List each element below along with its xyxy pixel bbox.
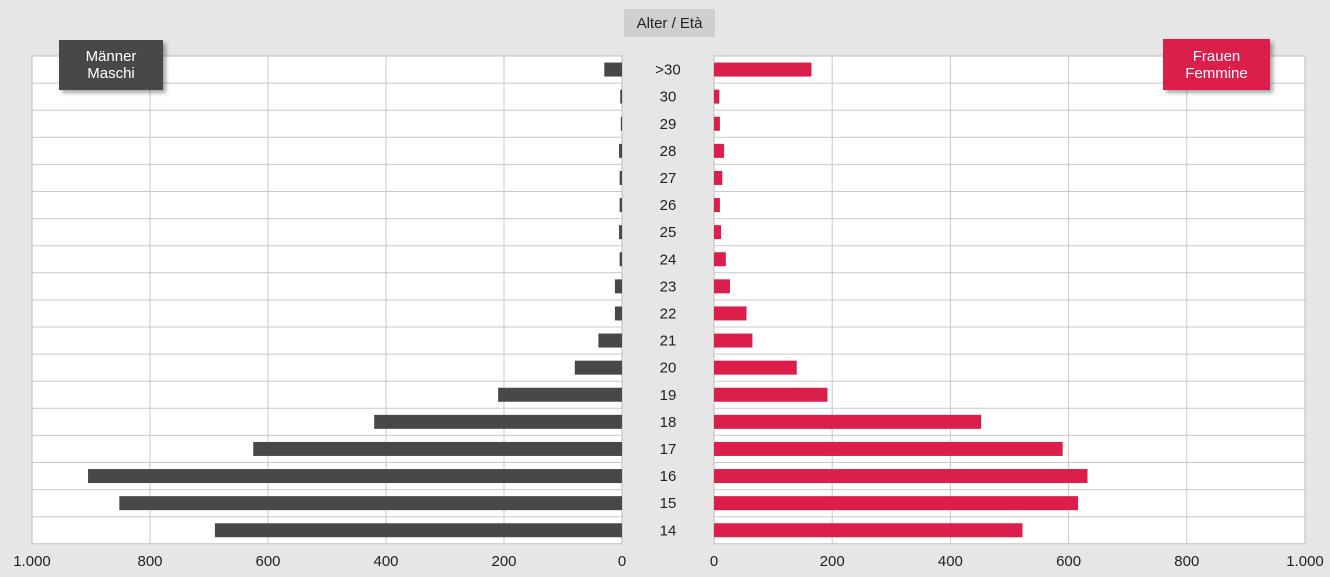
bar-men [498, 387, 622, 402]
age-label: 29 [660, 116, 677, 133]
bar-men [253, 441, 622, 456]
x-tick-label: 400 [373, 553, 398, 570]
age-label: 16 [660, 468, 677, 485]
x-tick-label: 1.000 [13, 553, 51, 570]
x-tick-label: 0 [618, 553, 626, 570]
bar-women [714, 62, 812, 77]
legend-women-label-de: Frauen [1192, 47, 1241, 65]
chart-title: Alter / Età [624, 9, 715, 37]
bar-men [619, 198, 622, 213]
bar-women [714, 170, 723, 185]
age-label: 22 [660, 305, 677, 322]
x-tick-label: 200 [820, 553, 845, 570]
age-label: 21 [660, 333, 677, 350]
age-label: 17 [660, 441, 677, 458]
x-tick-label: 600 [255, 553, 280, 570]
x-tick-labels: 1.000 800 600 400 200 0 0 200 400 600 800 1.000 [13, 553, 1324, 570]
right-grid [713, 55, 1306, 545]
legend-men: Männer Maschi [59, 40, 163, 90]
bar-men [119, 496, 622, 511]
bar-men [620, 116, 622, 131]
age-label: 14 [660, 522, 677, 539]
bar-men [619, 170, 622, 185]
legend-women: Frauen Femmine [1163, 39, 1270, 90]
bar-men [619, 225, 622, 240]
bar-men [619, 252, 622, 267]
bar-men [214, 523, 622, 538]
bar-women [714, 496, 1079, 511]
bar-women [714, 89, 720, 104]
age-label: 19 [660, 387, 677, 404]
bar-women [714, 143, 725, 158]
age-label: 24 [660, 251, 677, 268]
age-label: 20 [660, 360, 677, 377]
age-label: 30 [660, 89, 677, 106]
bar-men [614, 279, 622, 294]
legend-men-label-de: Männer [85, 48, 137, 65]
age-labels: >30 30 29 28 27 26 25 24 23 22 21 20 19 18 17 16 15 14 [655, 62, 680, 540]
bar-women [714, 523, 1023, 538]
bar-women [714, 252, 726, 267]
age-label: 28 [660, 143, 677, 160]
bar-women [714, 441, 1063, 456]
age-label: 23 [660, 278, 677, 295]
bar-women [714, 414, 982, 429]
bar-women [714, 306, 747, 321]
x-tick-label: 600 [1056, 553, 1081, 570]
bar-men [619, 143, 622, 158]
age-label: 25 [660, 224, 677, 241]
bar-men [604, 62, 622, 77]
bar-women [714, 469, 1088, 484]
age-label: >30 [655, 62, 680, 79]
bar-women [714, 116, 720, 131]
age-label: 15 [660, 495, 677, 512]
bar-men [574, 360, 622, 375]
age-label: 18 [660, 414, 677, 431]
legend-men-label-it: Maschi [87, 65, 135, 82]
bar-men [88, 469, 623, 484]
bar-women [714, 279, 730, 294]
bar-women [714, 360, 797, 375]
bar-men [598, 333, 622, 348]
bars [88, 62, 1088, 538]
bar-women [714, 198, 720, 213]
bar-men [620, 89, 622, 104]
legend-women-label-it: Femmine [1185, 64, 1248, 82]
x-tick-label: 1.000 [1286, 553, 1324, 570]
x-tick-label: 400 [938, 553, 963, 570]
x-tick-label: 0 [710, 553, 718, 570]
bar-women [714, 225, 722, 240]
age-label: 26 [660, 197, 677, 214]
bar-men [614, 306, 622, 321]
x-tick-label: 800 [137, 553, 162, 570]
bar-women [714, 333, 753, 348]
bar-women [714, 387, 828, 402]
x-tick-label: 800 [1174, 553, 1199, 570]
left-grid [31, 55, 623, 545]
bar-men [374, 414, 622, 429]
x-tick-label: 200 [491, 553, 516, 570]
age-label: 27 [660, 170, 677, 187]
